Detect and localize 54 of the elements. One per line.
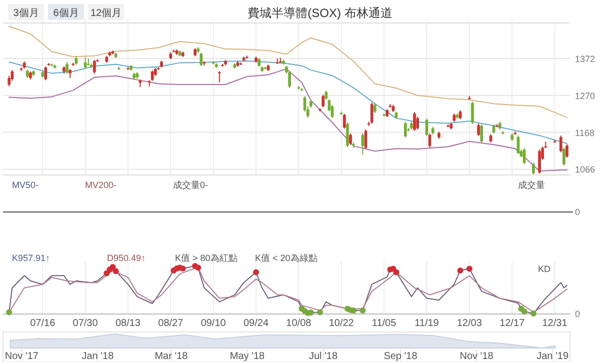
x-tick-label: May '18 bbox=[230, 351, 266, 362]
point bbox=[112, 268, 119, 274]
line-series bbox=[8, 26, 568, 118]
text: 成交量 bbox=[518, 180, 545, 190]
y-tick-label: 1066 bbox=[575, 164, 596, 175]
x-tick-label: Jan '19 bbox=[536, 351, 569, 362]
annotation: KD bbox=[538, 264, 552, 274]
x-tick-label: Nov '17 bbox=[4, 351, 39, 362]
x-tick-label: 07/30 bbox=[72, 318, 98, 329]
x-tick-label: Jan '18 bbox=[82, 351, 114, 362]
x-tick-label: 11/19 bbox=[414, 318, 440, 329]
chart-title: 費城半導體(SOX) 布林通道 bbox=[248, 6, 392, 20]
x-tick-label: 12/17 bbox=[500, 318, 526, 329]
text: MV50- bbox=[12, 180, 39, 190]
x-tick-label: 07/16 bbox=[30, 318, 56, 329]
y-tick-label: 1168 bbox=[575, 128, 594, 138]
x-tick-label: 08/13 bbox=[115, 318, 141, 329]
point bbox=[466, 266, 472, 272]
point bbox=[6, 309, 12, 316]
x-tick-label: Sep '18 bbox=[384, 351, 418, 362]
text: K值 < 20為綠點 bbox=[255, 253, 318, 263]
text: K值 > 80為紅點 bbox=[175, 253, 238, 263]
x-tick-label: 09/10 bbox=[200, 318, 226, 329]
point bbox=[360, 308, 366, 314]
text: 3個月 bbox=[13, 8, 39, 19]
text: 成交量0- bbox=[173, 180, 208, 190]
x-tick-label: Jul '18 bbox=[308, 351, 338, 362]
x-tick-label: 12/03 bbox=[456, 318, 482, 329]
x-tick-label: 12/31 bbox=[542, 318, 568, 329]
point bbox=[457, 267, 464, 274]
text: 0 bbox=[575, 207, 580, 217]
text: K957.91↑ bbox=[12, 253, 50, 263]
text: D950.49↑ bbox=[107, 253, 146, 263]
x-tick-label: 11/05 bbox=[372, 318, 397, 329]
y-tick-label: 1270 bbox=[575, 90, 596, 101]
x-tick-label: 10/22 bbox=[328, 318, 354, 329]
point bbox=[530, 310, 536, 317]
text: MV200- bbox=[85, 180, 117, 190]
line-series bbox=[8, 60, 568, 144]
point bbox=[317, 309, 324, 316]
x-tick-label: 10/08 bbox=[286, 318, 312, 329]
x-tick-label: Nov '18 bbox=[460, 351, 494, 362]
text: 12個月 bbox=[90, 8, 122, 19]
point bbox=[521, 308, 528, 315]
x-tick-label: Mar '18 bbox=[154, 351, 188, 362]
x-tick-label: 09/24 bbox=[244, 318, 269, 329]
line-series bbox=[8, 68, 568, 172]
x-tick-label: 08/27 bbox=[158, 318, 184, 329]
text: 6個月 bbox=[53, 8, 79, 19]
point bbox=[393, 269, 400, 276]
text: 0 bbox=[575, 309, 580, 319]
point bbox=[253, 269, 260, 276]
y-tick-label: 1372 bbox=[575, 54, 596, 64]
point bbox=[195, 264, 202, 271]
